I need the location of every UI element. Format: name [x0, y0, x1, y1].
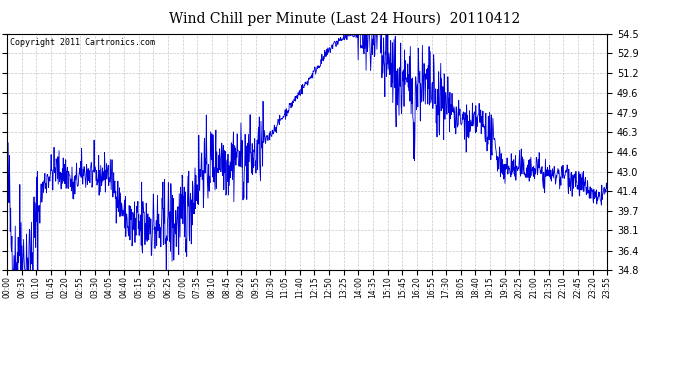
- Text: Wind Chill per Minute (Last 24 Hours)  20110412: Wind Chill per Minute (Last 24 Hours) 20…: [169, 11, 521, 26]
- Text: Copyright 2011 Cartronics.com: Copyright 2011 Cartronics.com: [10, 39, 155, 48]
